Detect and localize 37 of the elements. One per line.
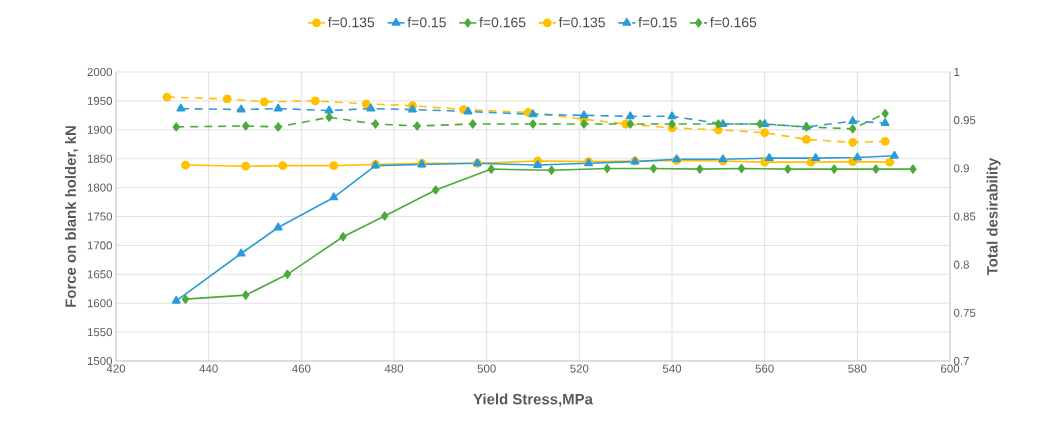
x-tick-label: 480 [384,364,404,373]
y-tick-label: 1550 [87,328,113,337]
x-axis-title: Yield Stress,MPa [473,393,594,407]
y2-tick-label: 0.75 [953,308,976,317]
y2-tick-label: 0.85 [953,212,976,221]
legend-label: f=0.165 [710,17,757,28]
y-tick-label: 1800 [87,183,113,192]
legend-label: f=0.135 [328,17,375,28]
y-tick-label: 2000 [87,67,113,77]
y-tick-label: 1700 [87,241,113,250]
x-tick-label: 540 [662,364,682,373]
x-tick-label: 580 [848,364,867,373]
x-tick-label: 600 [941,364,960,373]
y-tick-label: 1600 [87,299,113,308]
y2-tick-label: 0.8 [953,260,969,269]
x-tick-label: 520 [570,364,589,373]
legend-label: f=0.15 [407,17,446,28]
legend-label: f=0.135 [558,17,605,28]
y-tick-label: 1650 [87,270,113,279]
x-tick-label: 460 [292,364,311,373]
x-tick-label: 440 [199,364,218,373]
legend-label: f=0.15 [638,17,677,28]
y2-tick-label: 1 [954,68,960,76]
legend-label: f=0.165 [479,17,526,28]
y-tick-label: 1750 [87,212,113,221]
x-tick-label: 560 [755,364,774,373]
y2-tick-label: 0.95 [953,116,976,125]
y-tick-label: 1950 [87,96,113,105]
y-tick-label: 1850 [87,154,113,163]
y2-axis-title: Total desirability [986,157,1001,276]
y2-tick-label: 0.7 [953,356,969,366]
x-tick-label: 420 [106,364,126,373]
x-tick-label: 500 [477,364,496,373]
y2-tick-label: 0.9 [953,164,969,173]
y-tick-label: 1900 [87,125,113,134]
y-axis-title: Force on blank holder, kN [65,126,79,307]
y-tick-label: 1500 [87,356,113,366]
